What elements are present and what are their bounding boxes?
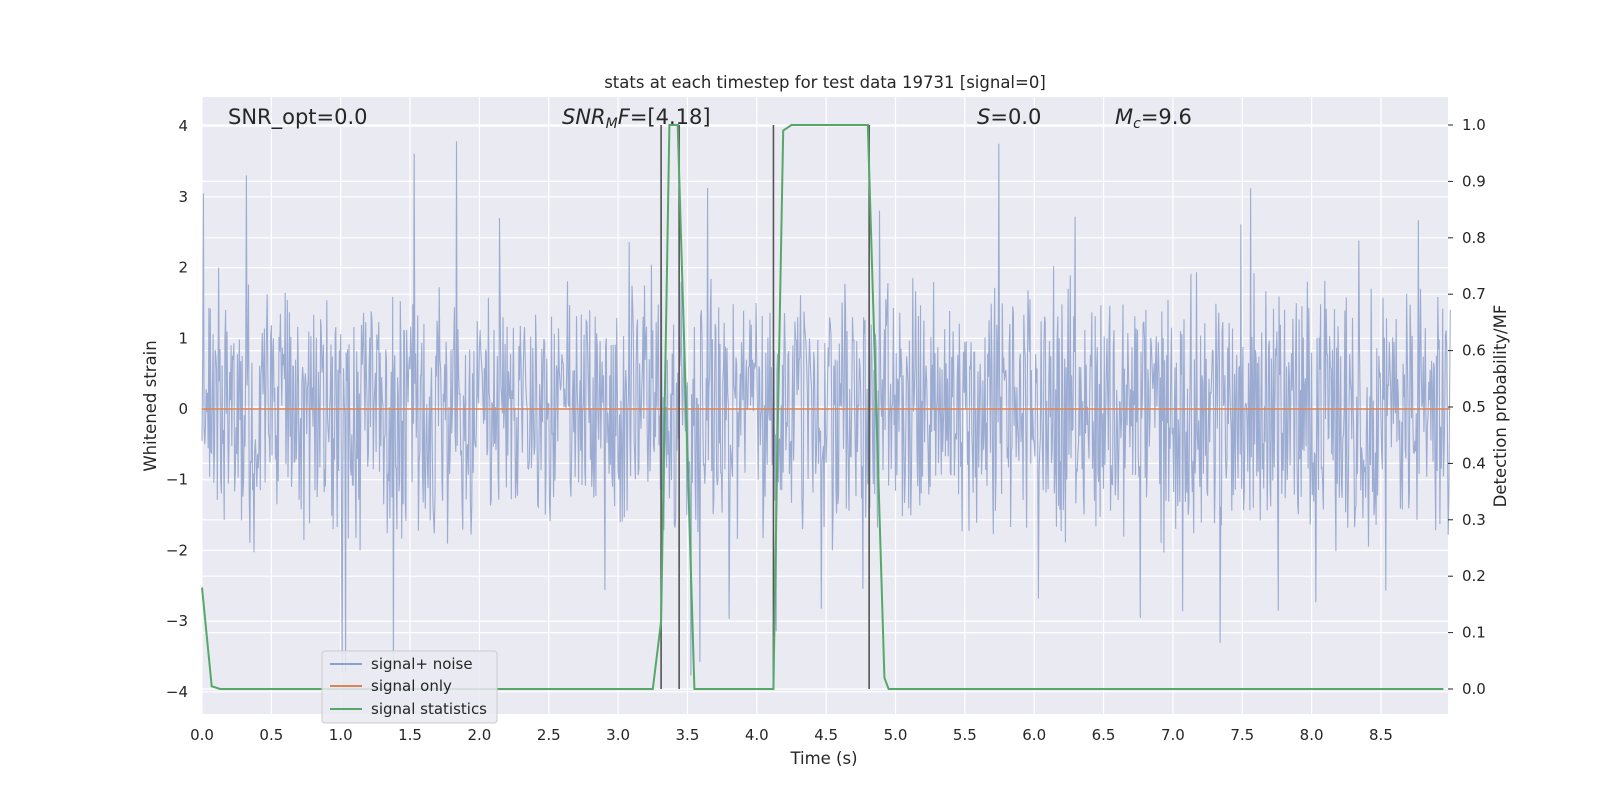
chart-title: stats at each timestep for test data 197… xyxy=(604,73,1046,92)
annotation-mc: Mc=9.6 xyxy=(1115,105,1192,132)
y-tick-label: −2 xyxy=(166,541,188,559)
right-y-tick-label: 0.3 xyxy=(1462,511,1486,529)
annotation-snr-mf-base: SNR xyxy=(562,105,606,129)
legend-label-signal-plus-noise: signal+ noise xyxy=(371,655,473,673)
annotation-s: S=0.0 xyxy=(977,105,1041,129)
y-tick-label: 3 xyxy=(178,188,188,206)
x-tick-label: 2.0 xyxy=(467,726,491,744)
right-y-tick-label: 0.5 xyxy=(1462,398,1486,416)
annotation-snr-opt: SNR_opt=0.0 xyxy=(228,105,368,130)
x-tick-label: 6.0 xyxy=(1022,726,1046,744)
x-axis-ticks: 0.0 0.5 1.0 1.5 2.0 2.5 3.0 3.5 4.0 4.5 5.0 5.5 6.0 6… xyxy=(190,726,1393,744)
y-tick-label: 2 xyxy=(178,259,188,277)
right-y-tick-label: 1.0 xyxy=(1462,116,1486,134)
y-axis-ticks: −4 −3 −2 −1 0 1 2 3 4 xyxy=(166,117,188,701)
right-y-tick-label: 0.6 xyxy=(1462,342,1486,360)
x-tick-label: 4.0 xyxy=(745,726,769,744)
y-tick-label: 0 xyxy=(178,400,188,418)
y-gridlines xyxy=(202,125,1448,693)
annotation-snr-mf-rest: =[4.18] xyxy=(630,105,711,129)
x-tick-label: 2.5 xyxy=(537,726,561,744)
y-tick-label: 4 xyxy=(178,117,188,135)
annotation-s-rest: =0.0 xyxy=(990,105,1041,129)
y-tick-label: −1 xyxy=(166,471,188,489)
x-tick-label: 7.5 xyxy=(1230,726,1254,744)
right-y-tick-label: 0.1 xyxy=(1462,624,1486,642)
annotation-mc-base: M xyxy=(1115,105,1133,129)
series-signal-plus-noise xyxy=(201,141,1451,676)
x-tick-label: 1.0 xyxy=(329,726,353,744)
x-tick-label: 7.0 xyxy=(1161,726,1185,744)
right-y-tick-label: 0.7 xyxy=(1462,285,1486,303)
noise-trace xyxy=(201,141,1451,676)
y-tick-label: 1 xyxy=(178,329,188,347)
annotation-mc-sub: c xyxy=(1133,116,1141,132)
right-y-tick-label: 0.0 xyxy=(1462,680,1486,698)
annotation-mc-rest: =9.6 xyxy=(1141,105,1192,129)
right-y-tick-label: 0.8 xyxy=(1462,229,1486,247)
annotation-snr-mf: SNRMF=[4.18] xyxy=(562,105,711,132)
annotation-snr-mf-sub: M xyxy=(606,116,618,132)
x-tick-label: 3.0 xyxy=(606,726,630,744)
y-tick-label: −4 xyxy=(166,683,188,701)
right-y-axis-ticks: 0.0 0.1 0.2 0.3 0.4 0.5 0.6 0.7 0.8 0.9 1.0 xyxy=(1448,116,1486,698)
y-tick-label: −3 xyxy=(166,612,188,630)
legend: signal+ noise signal only signal statist… xyxy=(321,650,498,724)
series-signal-statistics xyxy=(201,124,1444,690)
vertical-markers xyxy=(660,125,870,689)
right-y-tick-label: 0.4 xyxy=(1462,454,1486,472)
x-tick-label: 8.0 xyxy=(1300,726,1324,744)
x-tick-label: 5.5 xyxy=(953,726,977,744)
right-y-tick-label: 0.2 xyxy=(1462,567,1486,585)
legend-label-signal-statistics: signal statistics xyxy=(371,700,487,718)
annotation-snr-mf-rest-f: F xyxy=(618,105,631,129)
annotation-s-base: S xyxy=(977,105,990,129)
y-axis-label: Whitened strain xyxy=(141,340,160,471)
legend-label-signal-only: signal only xyxy=(371,677,452,695)
legend-box xyxy=(321,650,498,724)
x-tick-label: 4.5 xyxy=(814,726,838,744)
x-tick-label: 6.5 xyxy=(1092,726,1116,744)
signal-statistics-line xyxy=(201,124,1444,690)
x-tick-label: 0.0 xyxy=(190,726,214,744)
x-tick-label: 3.5 xyxy=(676,726,700,744)
x-tick-label: 1.5 xyxy=(398,726,422,744)
x-axis-label: Time (s) xyxy=(789,749,857,768)
x-tick-label: 0.5 xyxy=(259,726,283,744)
right-y-axis-label: Detection probability/MF xyxy=(1491,305,1510,508)
right-y-tick-label: 0.9 xyxy=(1462,172,1486,190)
x-tick-label: 5.0 xyxy=(884,726,908,744)
x-tick-label: 8.5 xyxy=(1369,726,1393,744)
